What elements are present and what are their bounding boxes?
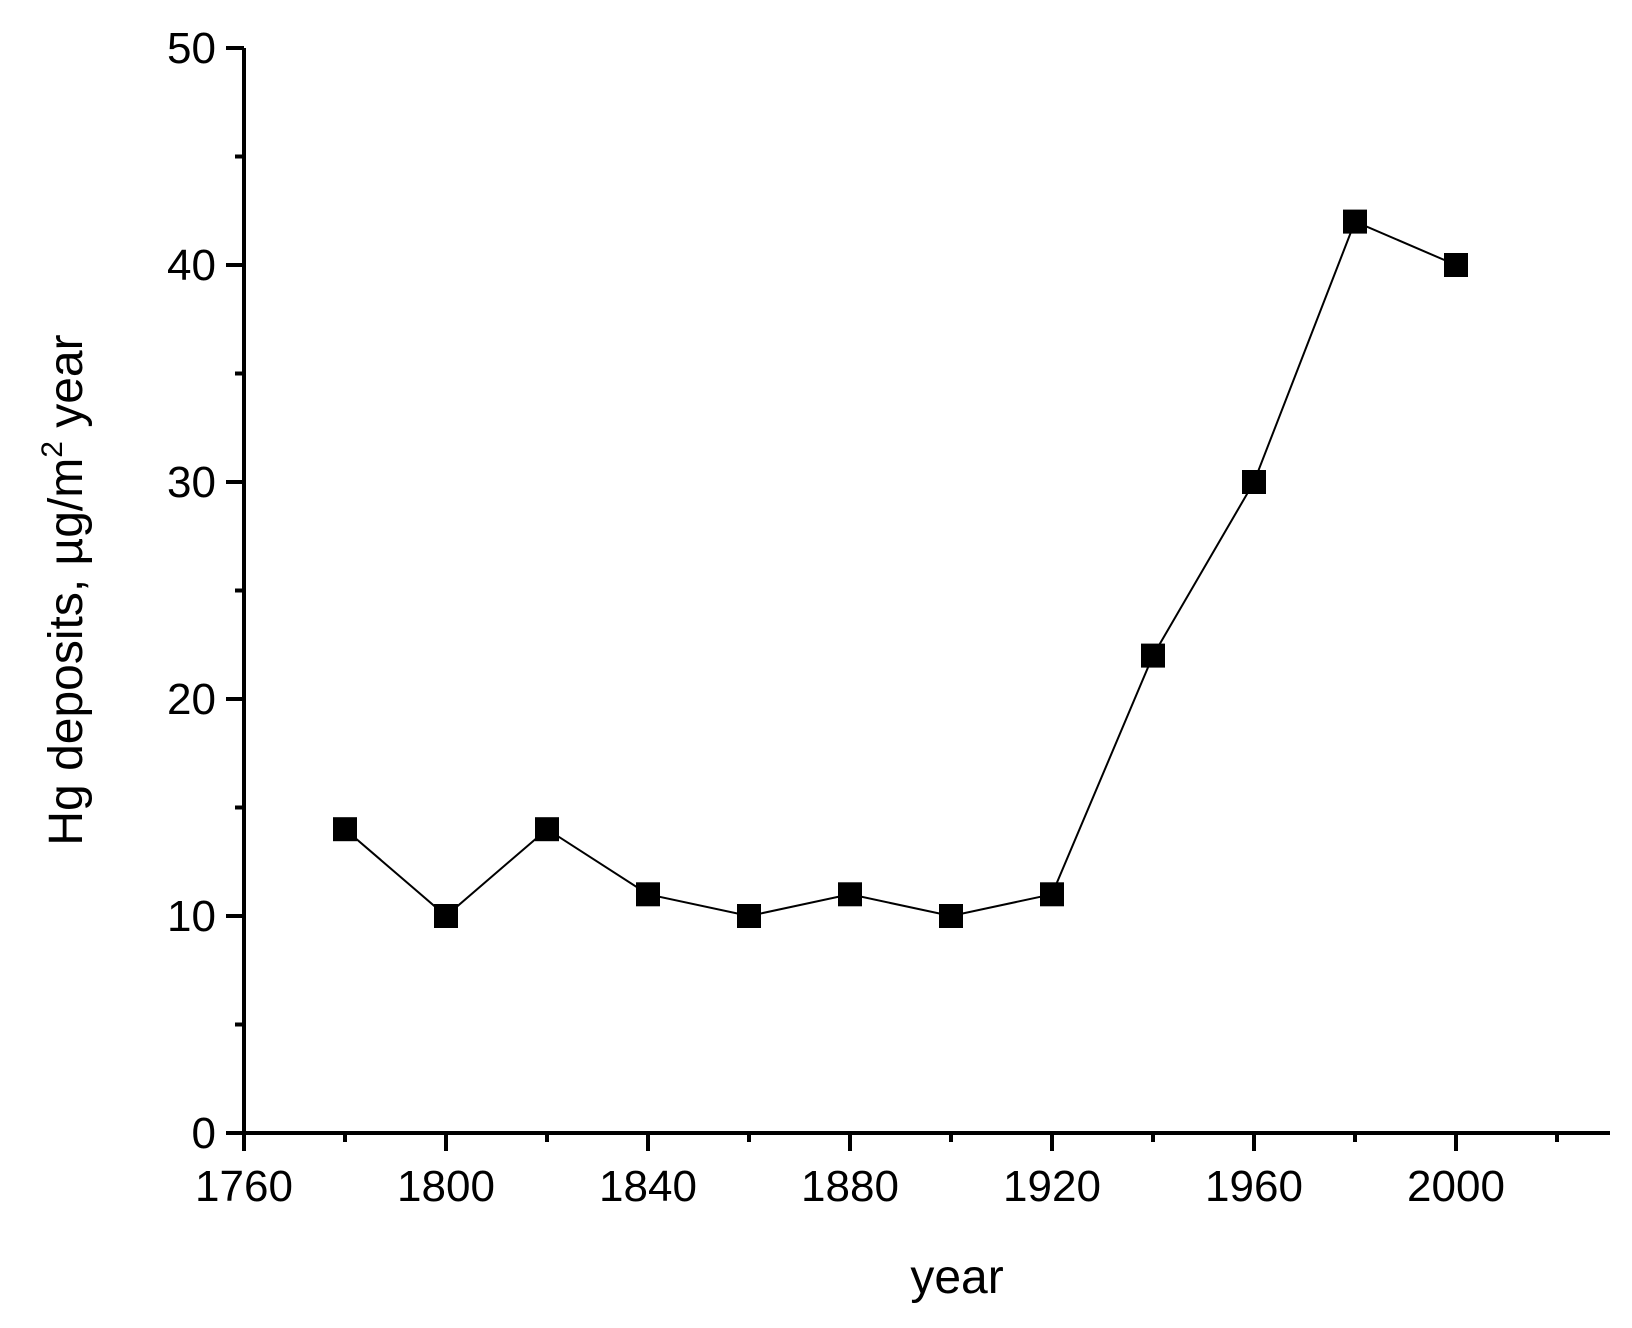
data-point: [737, 904, 761, 928]
y-tick-label: 20: [167, 675, 216, 724]
data-point: [1040, 882, 1064, 907]
x-tick-label: 1800: [397, 1162, 495, 1211]
data-point: [939, 904, 963, 928]
y-axis-title-superscript: 2: [36, 441, 69, 458]
y-tick-label: 30: [167, 458, 216, 507]
x-tick-label: 1920: [1003, 1162, 1101, 1211]
data-point: [1141, 643, 1165, 668]
data-point: [1444, 253, 1468, 277]
y-tick-label: 10: [167, 892, 216, 941]
y-axis-title-suffix: year: [40, 334, 93, 441]
x-tick-label: 1880: [801, 1162, 899, 1211]
y-tick-label: 40: [167, 241, 216, 290]
y-tick-label: 0: [192, 1109, 216, 1158]
x-axis-title: year: [910, 1251, 1003, 1304]
data-point: [1242, 470, 1266, 494]
y-ticks: 0 10 20 30 40 50: [167, 24, 244, 1158]
x-tick-label: 1840: [599, 1162, 697, 1211]
y-axis-title-main: Hg deposits, µg/m: [40, 458, 93, 846]
data-point: [535, 817, 559, 842]
y-tick-label: 50: [167, 24, 216, 73]
data-point: [838, 882, 862, 907]
series-layer: [333, 209, 1468, 928]
x-tick-label: 2000: [1407, 1162, 1505, 1211]
y-axis-title: Hg deposits, µg/m2 year: [36, 334, 93, 845]
axes: [242, 48, 1610, 1135]
x-ticks: 1760 1800 1840 1880 1920 1960 2000: [195, 1133, 1559, 1211]
data-point: [1343, 209, 1367, 234]
series-line: [344, 220, 1457, 918]
data-point: [434, 904, 458, 928]
data-point: [333, 817, 357, 842]
x-tick-label: 1760: [195, 1162, 293, 1211]
x-tick-label: 1960: [1205, 1162, 1303, 1211]
data-point: [636, 882, 660, 907]
